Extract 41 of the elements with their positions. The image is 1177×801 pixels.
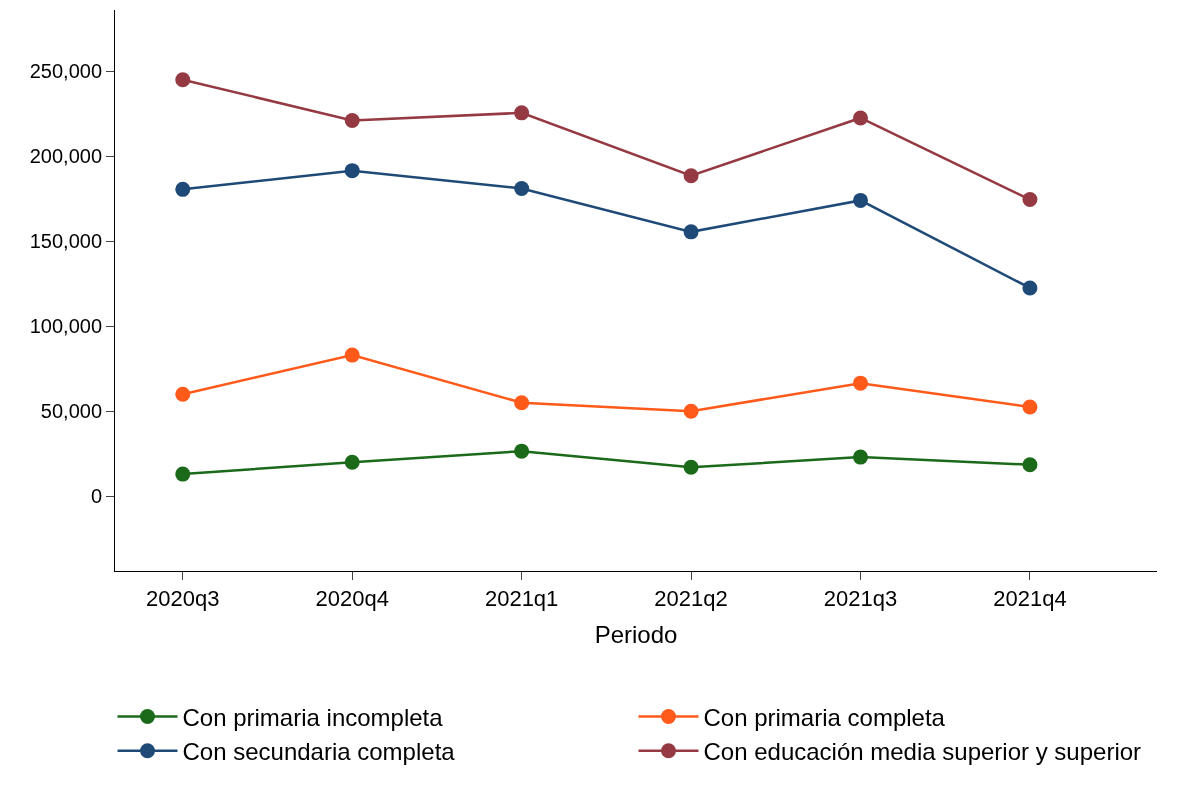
legend-label: Con primaria completa <box>703 703 946 731</box>
point <box>683 168 699 184</box>
point <box>175 386 191 402</box>
y-tick-label: 200,000 <box>29 145 102 168</box>
point <box>175 181 191 197</box>
y-tick-label: 150,000 <box>29 230 102 253</box>
y-tick-label: 50,000 <box>40 400 102 423</box>
x-tick-label: 2020q4 <box>315 586 389 612</box>
point <box>344 347 360 363</box>
point <box>683 459 699 475</box>
point <box>514 395 530 411</box>
point <box>344 454 360 470</box>
point <box>514 181 530 196</box>
legend-label: Con educación media superior y superior <box>703 738 1142 766</box>
point <box>344 113 360 128</box>
point <box>853 110 868 126</box>
x-tick-label: 2021q4 <box>993 586 1067 612</box>
point <box>683 224 699 240</box>
x-tick-label: 2020q3 <box>146 586 220 612</box>
point <box>683 403 699 419</box>
y-tick-label: 250,000 <box>29 60 102 83</box>
point <box>853 375 868 391</box>
x-tick-label: 2021q1 <box>484 586 559 612</box>
point <box>344 163 360 179</box>
x-axis-title: Periodo <box>594 620 678 648</box>
x-tick-label: 2021q3 <box>823 586 898 612</box>
point <box>853 449 868 465</box>
point <box>1022 399 1038 415</box>
point <box>1022 280 1038 296</box>
point <box>175 72 191 88</box>
point <box>1022 192 1038 208</box>
x-tick-label: 2021q2 <box>654 586 728 612</box>
y-tick-label: 0 <box>90 485 102 508</box>
point <box>175 466 191 482</box>
legend-label: Con secundaria completa <box>182 738 456 766</box>
y-tick-label: 100,000 <box>29 315 102 338</box>
point <box>514 443 530 459</box>
point <box>853 192 868 208</box>
legend-label: Con primaria incompleta <box>182 703 444 731</box>
point <box>1022 457 1038 473</box>
point <box>514 105 530 121</box>
